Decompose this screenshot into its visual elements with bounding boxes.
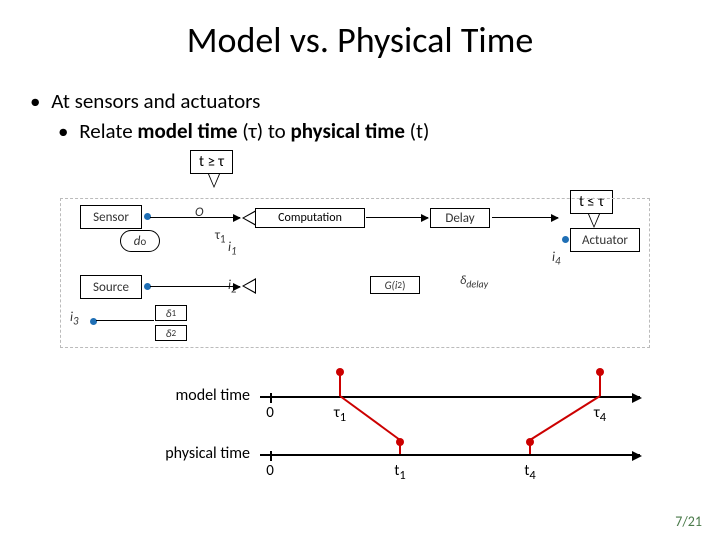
event1-vline-top xyxy=(339,372,341,396)
diagram-group-border xyxy=(60,198,650,348)
physical-tick-0: 0 xyxy=(266,462,274,480)
event2-vline-top xyxy=(599,372,601,396)
physical-tick-t4: t4 xyxy=(524,462,535,483)
block-diagram: t ≥ τ t ≤ τ Sensor do τ1 O Computation i… xyxy=(60,150,660,430)
bullet-list: At sensors and actuators Relate model ti… xyxy=(30,88,429,144)
physical-tick-t1: t1 xyxy=(394,462,405,483)
event2-vline-bot xyxy=(529,442,531,454)
callout-sensor: t ≥ τ xyxy=(190,150,233,174)
callout-sensor-arrow xyxy=(208,174,220,188)
event2-diagonal xyxy=(260,394,640,456)
bullet-2: Relate model time (τ) to physical time (… xyxy=(58,118,429,144)
page-number: 7/21 xyxy=(675,513,702,530)
physical-time-label: physical time xyxy=(150,444,250,463)
bullet-1: At sensors and actuators xyxy=(30,88,429,114)
model-time-label: model time xyxy=(150,386,250,405)
slide-title: Model vs. Physical Time xyxy=(0,0,720,62)
